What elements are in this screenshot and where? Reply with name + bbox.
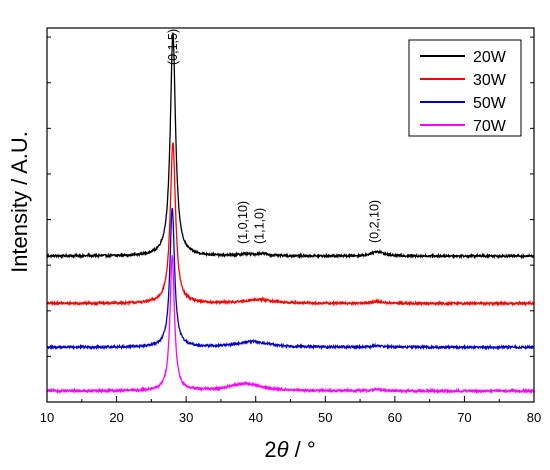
legend-label-20W: 20W (473, 49, 507, 66)
y-axis-title: Intensity / A.U. (7, 131, 32, 273)
series-traces (46, 32, 535, 395)
x-tick-label: 30 (179, 410, 193, 425)
x-tick-label: 70 (457, 410, 471, 425)
x-axis-title: 2θ / ° (264, 437, 315, 462)
x-axis-ticks: 10 20 30 40 50 60 70 80 (40, 396, 541, 425)
legend-label-30W: 30W (473, 72, 507, 89)
x-tick-label: 10 (40, 410, 54, 425)
x-tick-label: 20 (109, 410, 123, 425)
peak-label: (0,1,5) (166, 29, 180, 65)
peak-label: (1,1,0) (253, 208, 267, 244)
series-line-70W (46, 255, 535, 395)
x-tick-label: 60 (388, 410, 402, 425)
legend-label-50W: 50W (473, 95, 507, 112)
legend-label-70W: 70W (473, 118, 507, 135)
peak-label: (0,2,10) (367, 200, 381, 243)
legend: 20W 30W 50W 70W (408, 39, 522, 137)
y-axis-ticks (47, 36, 534, 357)
series-line-20W (46, 32, 535, 260)
series-line-30W (46, 142, 535, 308)
x-tick-label: 50 (318, 410, 332, 425)
series-line-50W (46, 207, 535, 351)
peak-annotations: (0,1,5) (1,0,10) (1,1,0) (0,2,10) (166, 29, 382, 244)
x-tick-label: 80 (527, 410, 541, 425)
peak-label: (1,0,10) (236, 201, 250, 244)
x-tick-label: 40 (248, 410, 262, 425)
